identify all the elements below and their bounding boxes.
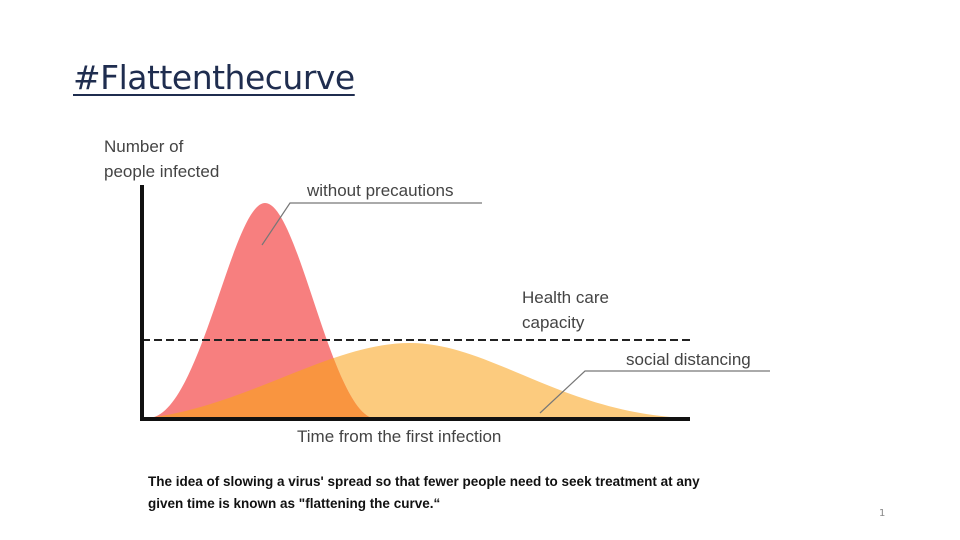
flat-label: social distancing [626, 350, 751, 369]
caption: The idea of slowing a virus' spread so t… [148, 471, 700, 515]
peak-curve [148, 203, 372, 418]
peak-label: without precautions [306, 181, 453, 200]
page-number: 1 [879, 508, 886, 519]
y-axis-label: people infected [104, 162, 219, 181]
capacity-label: Health care [522, 288, 609, 307]
capacity-label: capacity [522, 313, 585, 332]
leader-line [261, 202, 482, 246]
caption-line: The idea of slowing a virus' spread so t… [148, 474, 700, 489]
leader-line [539, 370, 770, 414]
caption-line: given time is known as "flattening the c… [148, 496, 441, 511]
y-axis-label: Number of [104, 137, 184, 156]
slide-title: #Flattenthecurve [73, 58, 355, 97]
x-axis-label: Time from the first infection [297, 427, 501, 446]
overlap [148, 343, 372, 418]
